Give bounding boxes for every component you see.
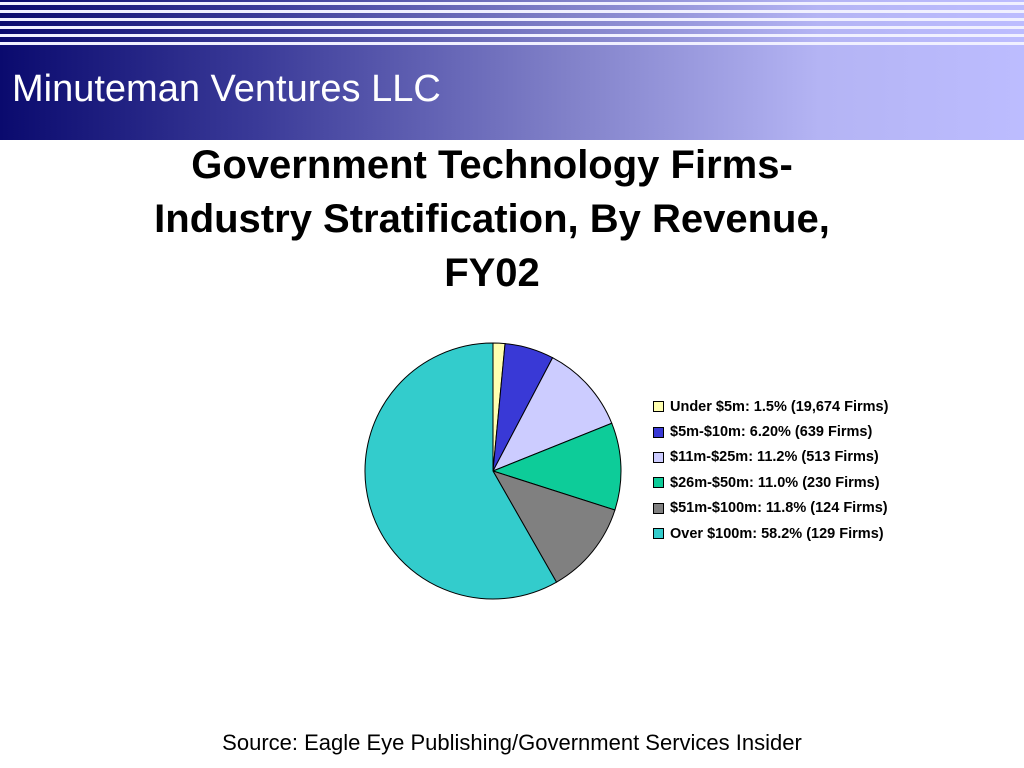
legend-swatch xyxy=(653,528,664,540)
legend-item: Over $100m: 58.2% (129 Firms) xyxy=(653,521,888,546)
header-stripe xyxy=(0,26,1024,29)
header-stripe xyxy=(0,10,1024,13)
legend-swatch xyxy=(653,401,664,413)
legend-swatch xyxy=(653,477,664,489)
header-stripe xyxy=(0,42,1024,45)
legend-swatch xyxy=(653,502,664,514)
pie-slice xyxy=(491,422,622,511)
pie-slice xyxy=(364,342,558,600)
company-name: Minuteman Ventures LLC xyxy=(12,68,441,110)
legend-label: Under $5m: 1.5% (19,674 Firms) xyxy=(670,398,889,415)
chart-title: Government Technology Firms- Industry St… xyxy=(80,138,904,300)
header-stripe xyxy=(0,2,1024,5)
legend-item: Under $5m: 1.5% (19,674 Firms) xyxy=(653,394,888,419)
legend-label: Over $100m: 58.2% (129 Firms) xyxy=(670,525,884,542)
chart-title-line: Industry Stratification, By Revenue, xyxy=(154,197,830,241)
header-stripe xyxy=(0,34,1024,37)
legend-item: $5m-$10m: 6.20% (639 Firms) xyxy=(653,419,888,444)
header-banner: Minuteman Ventures LLC xyxy=(0,0,1024,140)
legend-swatch xyxy=(653,426,664,438)
pie-slice xyxy=(491,357,613,472)
chart-legend: Under $5m: 1.5% (19,674 Firms) $5m-$10m: … xyxy=(653,394,888,546)
legend-label: $11m-$25m: 11.2% (513 Firms) xyxy=(670,449,879,466)
legend-label: $51m-$100m: 11.8% (124 Firms) xyxy=(670,500,888,517)
legend-item: $26m-$50m: 11.0% (230 Firms) xyxy=(653,470,888,495)
chart-title-line: FY02 xyxy=(444,251,540,295)
legend-item: $51m-$100m: 11.8% (124 Firms) xyxy=(653,496,888,521)
legend-label: $5m-$10m: 6.20% (639 Firms) xyxy=(670,424,873,441)
pie-slice xyxy=(491,470,616,583)
legend-item: $11m-$25m: 11.2% (513 Firms) xyxy=(653,445,888,470)
legend-swatch xyxy=(653,451,664,463)
chart-title-line: Government Technology Firms- xyxy=(191,143,793,187)
source-note: Source: Eagle Eye Publishing/Government … xyxy=(222,730,802,755)
legend-label: $26m-$50m: 11.0% (230 Firms) xyxy=(670,474,880,491)
header-stripe xyxy=(0,18,1024,21)
